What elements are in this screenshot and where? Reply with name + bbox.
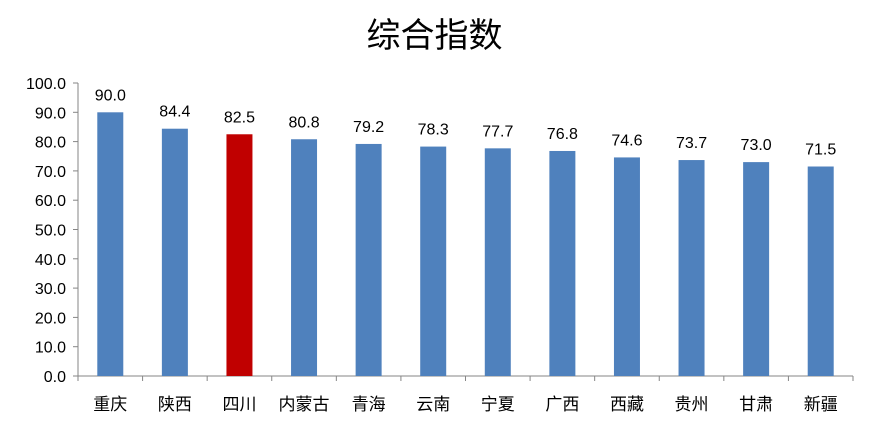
- x-category-label: 新疆: [804, 395, 838, 415]
- bar: [97, 112, 124, 377]
- data-label: 74.6: [611, 132, 642, 149]
- y-tick-label: 0.0: [44, 369, 66, 386]
- y-tick-label: 40.0: [35, 252, 66, 269]
- data-label: 77.7: [482, 123, 513, 140]
- x-category-label: 内蒙古: [279, 395, 330, 415]
- x-category-label: 青海: [352, 395, 386, 415]
- data-label: 76.8: [547, 126, 578, 143]
- bar: [549, 150, 576, 376]
- y-tick-label: 100.0: [26, 76, 66, 93]
- bar: [743, 162, 770, 376]
- x-category-label: 陕西: [158, 395, 192, 415]
- bar: [613, 157, 640, 376]
- y-tick-label: 10.0: [35, 340, 66, 357]
- bars: [97, 112, 834, 377]
- data-label: 80.8: [288, 114, 319, 131]
- bar: [355, 143, 382, 376]
- y-tick-label: 90.0: [35, 105, 66, 122]
- y-tick-label: 70.0: [35, 164, 66, 181]
- data-label: 71.5: [805, 142, 836, 159]
- x-category-label: 重庆: [93, 395, 127, 415]
- y-tick-label: 60.0: [35, 193, 66, 210]
- data-labels: 90.0 84.4 82.5 80.8 79.2 78.3 77.7 76.8 74.6 73.7…: [95, 87, 837, 158]
- data-label: 73.7: [676, 135, 707, 152]
- bar: [291, 139, 318, 376]
- data-label: 78.3: [418, 122, 449, 139]
- x-category-label: 西藏: [610, 395, 644, 415]
- data-label: 82.5: [224, 109, 255, 126]
- data-label: 73.0: [741, 137, 772, 154]
- x-category-label: 甘肃: [739, 395, 773, 415]
- x-category-label: 四川: [222, 395, 256, 415]
- data-label: 79.2: [353, 119, 384, 136]
- y-tick-label: 30.0: [35, 281, 66, 298]
- x-axis: 重庆 陕西 四川 内蒙古 青海 云南 宁夏 广西 西藏 贵州 甘肃 新疆: [77, 375, 854, 415]
- bar: [226, 134, 253, 376]
- bar: [484, 148, 511, 376]
- x-category-label: 宁夏: [481, 395, 515, 415]
- bar: [161, 128, 188, 376]
- x-category-label: 贵州: [675, 395, 709, 415]
- x-category-label: 云南: [416, 395, 450, 415]
- y-tick-label: 80.0: [35, 135, 66, 152]
- data-label: 90.0: [95, 87, 126, 104]
- y-tick-label: 50.0: [35, 223, 66, 240]
- y-tick-label: 20.0: [35, 310, 66, 327]
- x-category-label: 广西: [545, 395, 579, 415]
- data-label: 84.4: [159, 104, 190, 121]
- bar: [678, 160, 705, 376]
- y-axis: 0.0 10.0 20.0 30.0 40.0 50.0 60.0 70.0 80.0 90.0 1…: [26, 76, 79, 386]
- bar: [420, 146, 447, 376]
- bar: [807, 166, 834, 376]
- chart-title: 综合指数: [366, 16, 503, 56]
